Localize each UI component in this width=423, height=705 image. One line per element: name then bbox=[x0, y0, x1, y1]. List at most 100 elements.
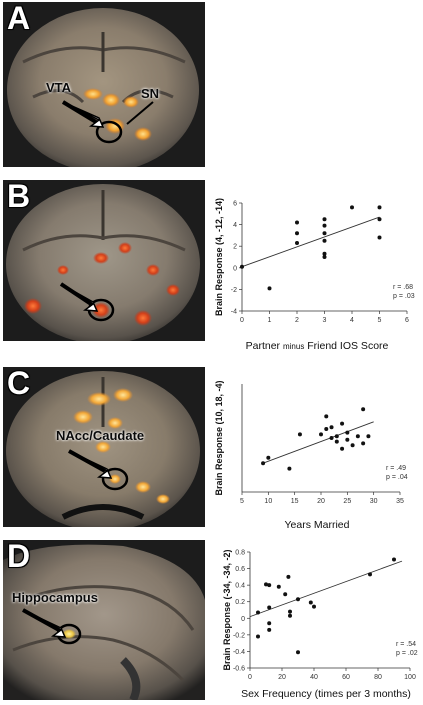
panel-c-letter: C bbox=[7, 365, 31, 401]
nacc-caudate-label: NAcc/Caudate bbox=[56, 428, 145, 443]
panel-b-y-tick-label: -4 bbox=[231, 309, 237, 316]
panel-b-x-axis-label: Partner minus Friend IOS Score bbox=[232, 340, 402, 352]
panel-d-y-tick-label: 0.2 bbox=[235, 599, 245, 606]
panel-d-data-point bbox=[286, 574, 291, 579]
panel-d-x-tick-label: 100 bbox=[404, 674, 416, 681]
panel-d-data-point bbox=[264, 582, 268, 587]
panel-b-y-tick-label: 2 bbox=[233, 244, 237, 251]
panel-c-fit-line bbox=[262, 421, 374, 464]
panel-d-scatter-plot: 0 20 40 60 80 100 0.8 0.6 0.4 0.2 0 -0.2 -0.4 -0.6 Bra… bbox=[212, 546, 418, 686]
panel-c-x-tick-label: 15 bbox=[291, 498, 299, 505]
panel-d-y-axis-label: Brain Response (-34, -34, -2) bbox=[222, 549, 232, 670]
panel-b-data-point bbox=[377, 217, 382, 222]
panel-c-data-point bbox=[345, 437, 350, 442]
panel-c-x-tick-label: 30 bbox=[370, 498, 378, 505]
panel-d-r-value: r = .54 bbox=[396, 641, 416, 648]
panel-b-x-tick-label: 1 bbox=[268, 317, 272, 324]
panel-b-y-tick-label: 0 bbox=[233, 265, 237, 272]
panel-d-y-tick-label: 0.6 bbox=[235, 566, 245, 573]
panel-b-y-tick-label: 4 bbox=[233, 222, 237, 229]
panel-b-data-point bbox=[322, 217, 327, 222]
panel-d-x-tick-label: 40 bbox=[310, 674, 318, 681]
panel-c-data-point bbox=[350, 443, 355, 448]
panel-b-data-point bbox=[295, 231, 299, 236]
panel-d-data-point bbox=[288, 609, 292, 614]
panel-b-data-point bbox=[295, 240, 299, 245]
panel-c-data-point bbox=[345, 430, 350, 435]
panel-b-xlabel-part2: minus bbox=[282, 342, 305, 351]
panel-b-data-point bbox=[322, 223, 327, 228]
panel-c-x-axis-label: Years Married bbox=[284, 519, 350, 531]
panel-c-x-tick-label: 5 bbox=[240, 498, 244, 505]
panel-b-data-point bbox=[322, 231, 327, 236]
panel-d-y-tick-label: 0.4 bbox=[235, 583, 245, 590]
panel-d-x-tick-label: 0 bbox=[248, 674, 252, 681]
panel-d-y-tick-label: 0 bbox=[241, 616, 245, 623]
sn-label: SN bbox=[141, 86, 160, 101]
panel-c-data-point bbox=[340, 446, 345, 451]
panel-d-data-point bbox=[256, 610, 260, 615]
panel-d-data-point bbox=[296, 650, 300, 655]
panel-c-scatter-plot: 5 10 15 20 25 30 35 Brain Response (10, 18, -4)… bbox=[212, 378, 417, 513]
panel-a-letter: A bbox=[7, 0, 31, 36]
hippocampus-label: Hippocampus bbox=[12, 590, 98, 605]
panel-d-data-point bbox=[267, 583, 272, 588]
panel-c-data-point bbox=[324, 414, 329, 419]
panel-c-data-point bbox=[261, 461, 266, 466]
panel-b-data-point bbox=[322, 255, 327, 259]
panel-b-xlabel-part1: Partner bbox=[245, 340, 281, 352]
panel-b-data-point bbox=[240, 264, 244, 269]
panel-b-x-tick-label: 2 bbox=[295, 317, 299, 324]
panel-d-data-point bbox=[267, 605, 272, 610]
panel-b-x-tick-label: 5 bbox=[378, 317, 382, 324]
panel-d-letter: D bbox=[7, 538, 31, 574]
panel-b-data-point bbox=[377, 235, 382, 240]
panel-b-x-tick-label: 0 bbox=[240, 317, 244, 324]
panel-b-xlabel-part3: Friend IOS Score bbox=[307, 340, 389, 352]
panel-c-x-tick-label: 25 bbox=[343, 498, 351, 505]
panel-c-y-axis-label: Brain Response (10, 18, -4) bbox=[214, 380, 224, 495]
vta-label: VTA bbox=[46, 80, 72, 95]
panel-d-data-point bbox=[256, 634, 260, 639]
panel-c-data-point bbox=[366, 434, 371, 439]
panel-b-y-axis-label: Brain Response (4, -12, -14) bbox=[214, 198, 224, 316]
panel-d-data-point bbox=[267, 621, 272, 626]
panel-b-data-point bbox=[322, 238, 327, 243]
panel-c-brain-image bbox=[3, 367, 205, 527]
panel-b-scatter-plot: 0 1 2 3 4 5 6 6 4 2 0 -2 -4 Brain Response (4, -12, -… bbox=[212, 195, 417, 330]
panel-d-brain-image bbox=[3, 540, 205, 700]
panel-d-y-tick-label: -0.4 bbox=[233, 649, 245, 656]
panel-b-data-point bbox=[295, 220, 299, 225]
panel-d-y-tick-label: 0.8 bbox=[235, 550, 245, 557]
panel-b-y-tick-label: 6 bbox=[233, 201, 237, 208]
panel-d-data-point bbox=[296, 597, 300, 602]
panel-d-data-point bbox=[312, 604, 316, 609]
panel-b-data-point bbox=[322, 251, 327, 256]
panel-d-x-tick-label: 20 bbox=[278, 674, 286, 681]
panel-b-r-value: r = .68 bbox=[393, 284, 413, 291]
panel-d-data-point bbox=[392, 557, 396, 562]
panel-d-data-point bbox=[308, 600, 313, 605]
panel-b-data-point bbox=[267, 286, 272, 291]
panel-c-data-point bbox=[329, 425, 334, 430]
panel-c-data-point bbox=[266, 455, 271, 460]
panel-d-y-tick-label: -0.6 bbox=[233, 666, 245, 673]
panel-c-p-value: p = .04 bbox=[386, 474, 408, 481]
panel-b-fit-line bbox=[241, 216, 380, 268]
panel-d-x-axis-label: Sex Frequency (times per 3 months) bbox=[241, 688, 411, 700]
panel-c-x-tick-label: 10 bbox=[264, 498, 272, 505]
panel-c-data-point bbox=[340, 421, 345, 426]
panel-c-x-tick-label: 35 bbox=[396, 498, 404, 505]
panel-d-data-point bbox=[276, 584, 281, 589]
panel-b-brain-image bbox=[3, 180, 205, 341]
panel-c-data-point bbox=[319, 432, 323, 437]
panel-c-data-point bbox=[361, 441, 366, 446]
panel-d-fit-line bbox=[249, 560, 403, 618]
panel-c-data-point bbox=[334, 439, 339, 444]
panel-b-data-point bbox=[350, 205, 354, 210]
panel-c-x-tick-label: 20 bbox=[317, 498, 325, 505]
panel-d-data-point bbox=[283, 592, 288, 597]
panel-b-p-value: p = .03 bbox=[393, 293, 415, 300]
panel-c-data-point bbox=[334, 434, 339, 439]
panel-b-y-tick-label: -2 bbox=[231, 287, 237, 294]
